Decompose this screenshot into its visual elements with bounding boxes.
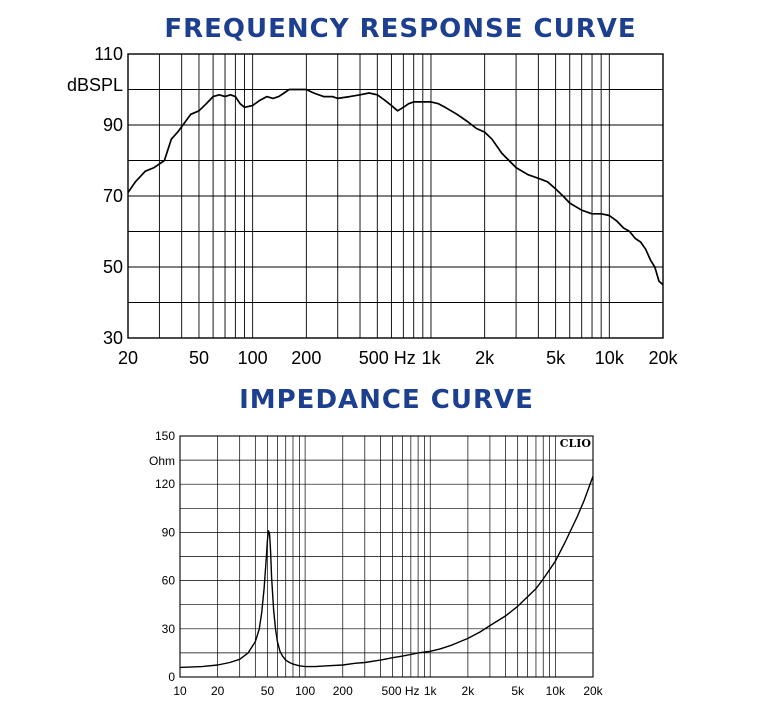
- freq-series-line-0: [127, 88, 664, 286]
- freq-xtick-label-20k: 20k: [648, 348, 678, 368]
- imp-xtick-label-200: 200: [333, 684, 353, 698]
- imp-ytick-label-150: 150: [155, 429, 175, 443]
- imp-y-axis-label: Ohm: [149, 454, 175, 468]
- freq-xtick-label-5k: 5k: [546, 348, 566, 368]
- freq-plot-frame: [127, 53, 664, 339]
- frequency-response-chart: 30 50 70 90 110 dBSPL 20 50 100 200 500 Hz 1k 2k 5k 10…: [67, 44, 679, 368]
- imp-clio-annotation: CLIO: [560, 437, 592, 450]
- freq-xtick-label-500-hz: 500 Hz: [359, 348, 416, 368]
- freq-xtick-label-50: 50: [189, 348, 209, 368]
- imp-ytick-label-30: 30: [162, 622, 176, 636]
- imp-plot-frame: [179, 435, 594, 678]
- imp-grid: [180, 436, 593, 677]
- freq-xtick-label-10k: 10k: [595, 348, 625, 368]
- imp-xtick-label-2k: 2k: [462, 684, 476, 698]
- imp-xtick-label-1k: 1k: [424, 684, 438, 698]
- imp-xtick-label-100: 100: [295, 684, 315, 698]
- freq-y-axis-label: dBSPL: [67, 75, 123, 95]
- freq-ytick-label-30: 30: [103, 328, 123, 348]
- freq-ytick-label-70: 70: [103, 186, 123, 206]
- imp-xtick-label-20k: 20k: [583, 684, 603, 698]
- freq-xtick-label-20: 20: [118, 348, 138, 368]
- impedance-chart: 0 30 60 90 120 150 Ohm 10 20 50 100 200 500 Hz 1k 2k 5k…: [149, 429, 604, 698]
- imp-xtick-label-10k: 10k: [546, 684, 566, 698]
- imp-ytick-label-0: 0: [168, 670, 175, 684]
- freq-ytick-label-90: 90: [103, 115, 123, 135]
- imp-ytick-label-60: 60: [162, 574, 176, 588]
- freq-xtick-label-100: 100: [238, 348, 268, 368]
- freq-xtick-label-200: 200: [291, 348, 321, 368]
- imp-xtick-label-500-hz: 500 Hz: [382, 684, 420, 698]
- imp-series-line-0: [179, 475, 594, 669]
- imp-ytick-label-90: 90: [162, 525, 176, 539]
- freq-ytick-label-110: 110: [94, 44, 123, 64]
- imp-ytick-label-120: 120: [155, 477, 175, 491]
- freq-ytick-label-50: 50: [103, 257, 123, 277]
- freq-xtick-label-1k: 1k: [421, 348, 441, 368]
- imp-xtick-label-10: 10: [173, 684, 187, 698]
- freq-xtick-label-2k: 2k: [475, 348, 495, 368]
- impedance-chart-title: IMPEDANCE CURVE: [239, 385, 534, 415]
- freq-grid: [128, 54, 663, 338]
- imp-xtick-label-5k: 5k: [511, 684, 525, 698]
- imp-xtick-label-50: 50: [261, 684, 275, 698]
- imp-xtick-label-20: 20: [211, 684, 225, 698]
- frequency-chart-title: FREQUENCY RESPONSE CURVE: [164, 14, 637, 44]
